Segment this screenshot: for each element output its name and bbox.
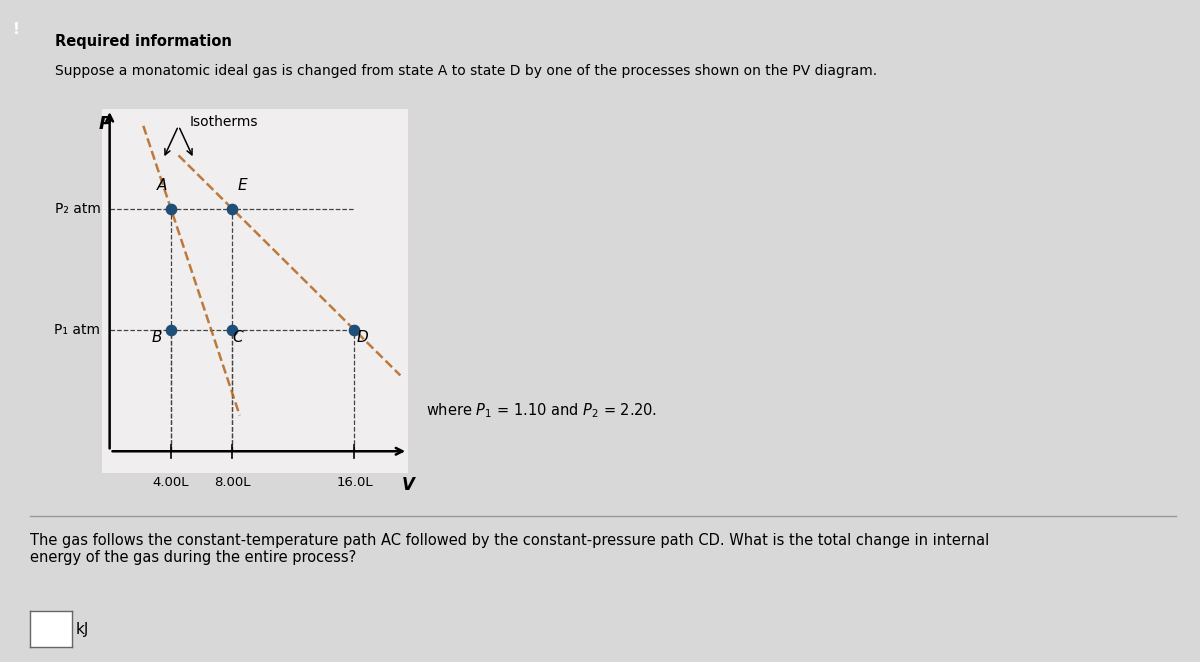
Text: C: C [232,330,242,346]
Text: P₁ atm: P₁ atm [54,323,101,337]
Text: kJ: kJ [76,622,89,637]
Text: !: ! [13,22,20,36]
Point [161,203,180,214]
Point [222,324,241,335]
Text: E: E [238,178,247,193]
Text: D: D [356,330,368,346]
Text: 16.0L: 16.0L [336,475,373,489]
Text: B: B [152,330,162,346]
Text: A: A [156,178,167,193]
Text: Required information: Required information [55,34,232,49]
Point [161,324,180,335]
Text: where $P_1$ = 1.10 and $P_2$ = 2.20.: where $P_1$ = 1.10 and $P_2$ = 2.20. [426,401,656,420]
Text: Isotherms: Isotherms [190,115,258,128]
Text: Suppose a monatomic ideal gas is changed from state A to state D by one of the p: Suppose a monatomic ideal gas is changed… [55,64,877,78]
Point [344,324,364,335]
Text: P₂ atm: P₂ atm [54,201,101,216]
Text: 4.00L: 4.00L [152,475,190,489]
Text: 8.00L: 8.00L [214,475,251,489]
Text: V: V [402,475,414,494]
Text: The gas follows the constant-temperature path AC followed by the constant-pressu: The gas follows the constant-temperature… [30,533,989,565]
Text: P: P [98,115,112,133]
Point [222,203,241,214]
